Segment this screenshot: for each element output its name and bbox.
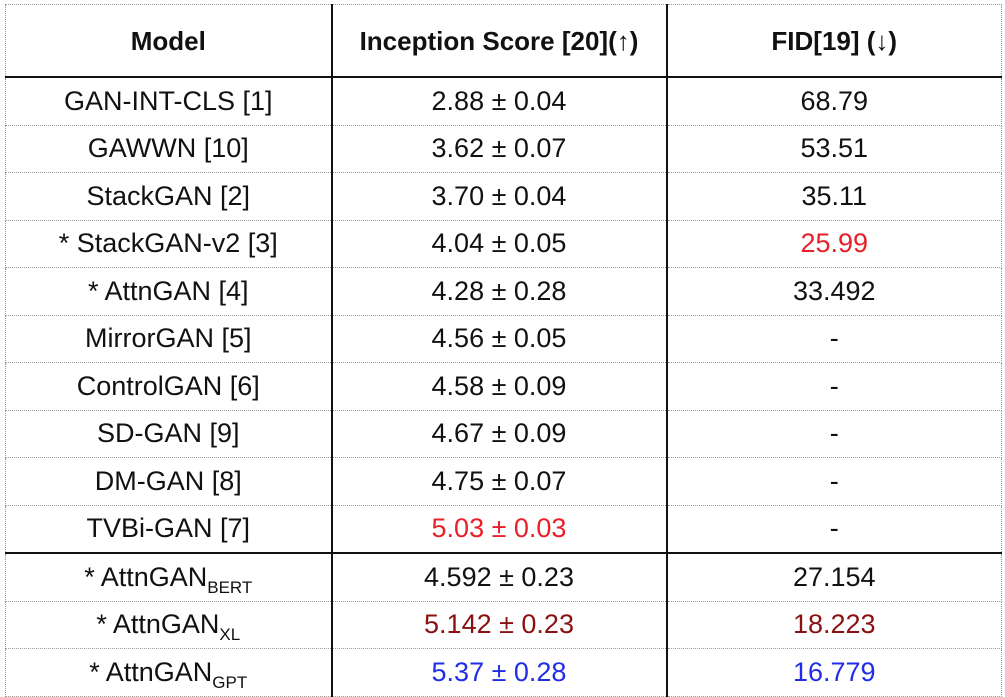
- header-row: Model Inception Score [20](↑) FID[19] (↓…: [5, 4, 1002, 78]
- model-cell: * AttnGANXL: [5, 601, 332, 649]
- model-subscript: BERT: [207, 577, 253, 597]
- table-body: GAN-INT-CLS [1] 2.88 ± 0.04 68.79 GAWWN …: [5, 77, 1002, 697]
- table-row: * StackGAN-v2 [3] 4.04 ± 0.05 25.99: [5, 220, 1002, 268]
- table-row: StackGAN [2] 3.70 ± 0.04 35.11: [5, 172, 1002, 221]
- model-cell: * StackGAN-v2 [3]: [5, 220, 332, 268]
- inception-score-cell: 4.58 ± 0.09: [330, 362, 668, 411]
- model-name: * AttnGAN: [89, 656, 213, 687]
- table-row-proposed: * AttnGANGPT 5.37 ± 0.28 16.779: [5, 648, 1002, 697]
- inception-score-cell: 4.592 ± 0.23: [330, 553, 668, 602]
- model-cell: DM-GAN [8]: [5, 457, 332, 506]
- table-row: SD-GAN [9] 4.67 ± 0.09 -: [5, 410, 1002, 458]
- fid-cell: -: [666, 410, 1002, 458]
- table-header: Model Inception Score [20](↑) FID[19] (↓…: [5, 4, 1002, 78]
- model-name: * AttnGAN: [96, 609, 220, 640]
- model-cell: TVBi-GAN [7]: [5, 505, 332, 554]
- model-cell: StackGAN [2]: [5, 172, 332, 221]
- fid-cell-highlight: 16.779: [666, 648, 1002, 697]
- fid-cell-highlight: 18.223: [666, 601, 1002, 649]
- fid-cell: 33.492: [666, 267, 1002, 316]
- fid-cell-highlight: 25.99: [666, 220, 1002, 268]
- fid-cell: -: [666, 505, 1002, 554]
- inception-score-cell-highlight: 5.142 ± 0.23: [330, 601, 668, 649]
- header-inception-score: Inception Score [20](↑): [330, 4, 668, 78]
- model-cell: GAN-INT-CLS [1]: [5, 77, 332, 126]
- inception-score-cell: 4.04 ± 0.05: [330, 220, 668, 268]
- inception-score-cell: 3.62 ± 0.07: [330, 125, 668, 173]
- model-cell: GAWWN [10]: [5, 125, 332, 173]
- inception-score-cell: 4.75 ± 0.07: [330, 457, 668, 506]
- table-row-proposed: * AttnGANXL 5.142 ± 0.23 18.223: [5, 601, 1002, 649]
- table-row: * AttnGAN [4] 4.28 ± 0.28 33.492: [5, 267, 1002, 316]
- model-subscript: GPT: [212, 672, 248, 692]
- model-cell: SD-GAN [9]: [5, 410, 332, 458]
- header-model: Model: [5, 4, 332, 78]
- model-cell: * AttnGANBERT: [5, 553, 332, 602]
- fid-cell: 35.11: [666, 172, 1002, 221]
- table-row-proposed: * AttnGANBERT 4.592 ± 0.23 27.154: [5, 553, 1002, 602]
- table-row: ControlGAN [6] 4.58 ± 0.09 -: [5, 362, 1002, 411]
- table-row: DM-GAN [8] 4.75 ± 0.07 -: [5, 457, 1002, 506]
- fid-cell: -: [666, 457, 1002, 506]
- table-row: TVBi-GAN [7] 5.03 ± 0.03 -: [5, 505, 1002, 554]
- header-fid: FID[19] (↓): [666, 4, 1002, 78]
- inception-score-cell: 4.56 ± 0.05: [330, 315, 668, 363]
- model-cell: * AttnGAN [4]: [5, 267, 332, 316]
- model-name: * AttnGAN: [84, 561, 208, 592]
- inception-score-cell-highlight: 5.03 ± 0.03: [330, 505, 668, 554]
- inception-score-cell: 2.88 ± 0.04: [330, 77, 668, 126]
- fid-cell: 27.154: [666, 553, 1002, 602]
- model-subscript: XL: [219, 625, 241, 645]
- model-cell: MirrorGAN [5]: [5, 315, 332, 363]
- results-table: Model Inception Score [20](↑) FID[19] (↓…: [5, 4, 1002, 697]
- fid-cell: 68.79: [666, 77, 1002, 126]
- model-cell: * AttnGANGPT: [5, 648, 332, 697]
- inception-score-cell: 4.28 ± 0.28: [330, 267, 668, 316]
- fid-cell: -: [666, 315, 1002, 363]
- fid-cell: -: [666, 362, 1002, 411]
- inception-score-cell: 3.70 ± 0.04: [330, 172, 668, 221]
- model-cell: ControlGAN [6]: [5, 362, 332, 411]
- table-row: GAWWN [10] 3.62 ± 0.07 53.51: [5, 125, 1002, 173]
- inception-score-cell: 4.67 ± 0.09: [330, 410, 668, 458]
- table-row: GAN-INT-CLS [1] 2.88 ± 0.04 68.79: [5, 77, 1002, 126]
- fid-cell: 53.51: [666, 125, 1002, 173]
- inception-score-cell-highlight: 5.37 ± 0.28: [330, 648, 668, 697]
- table-row: MirrorGAN [5] 4.56 ± 0.05 -: [5, 315, 1002, 363]
